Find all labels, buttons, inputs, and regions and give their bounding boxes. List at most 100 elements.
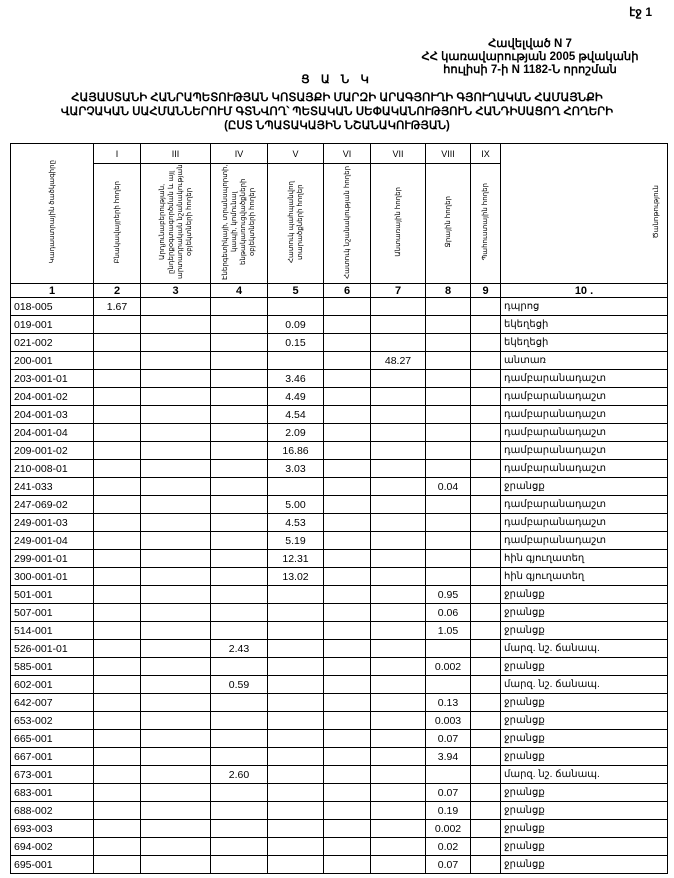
area-cell (323, 531, 371, 550)
area-cell (470, 783, 501, 802)
note-cell: հին գյուղատեղ (500, 549, 668, 568)
note-cell: մարզ. նշ. ճանապ. (500, 765, 668, 784)
cadastral-code-cell: 209-001-02 (10, 441, 94, 460)
cadastral-code-cell: 695-001 (10, 855, 94, 874)
area-cell (93, 513, 141, 532)
note-cell: դամբարանադաշտ (500, 423, 668, 442)
area-cell (470, 531, 501, 550)
area-cell (470, 387, 501, 406)
area-cell (370, 513, 426, 532)
area-cell (267, 729, 324, 748)
cadastral-code-cell: 653-002 (10, 711, 94, 730)
area-cell (470, 639, 501, 658)
table-row: 602-001 0.59 մարզ. նշ. ճանապ. (10, 675, 668, 694)
area-cell (140, 603, 211, 622)
cadastral-code-cell: 247-069-02 (10, 495, 94, 514)
table-row: 683-001 0.07 ջրանցք (10, 783, 668, 802)
note-cell: դամբարանադաշտ (500, 405, 668, 424)
area-cell (370, 495, 426, 514)
area-cell (425, 459, 471, 478)
area-cell: 0.09 (267, 315, 324, 334)
area-cell: 0.59 (210, 675, 268, 694)
area-cell (267, 801, 324, 820)
area-cell (210, 657, 268, 676)
area-cell: 5.19 (267, 531, 324, 550)
area-cell (470, 477, 501, 496)
cadastral-code-cell: 501-001 (10, 585, 94, 604)
area-cell (210, 441, 268, 460)
note-cell: ջրանցք (500, 855, 668, 874)
cadastral-code-cell: 514-001 (10, 621, 94, 640)
table-row: 249-001-03 4.53 դամբարանադաշտ (10, 513, 668, 532)
title-line: ՀԱՅԱՍՏԱՆԻ ՀԱՆՐԱՊԵՏՈՒԹՅԱՆ ԿՈՏԱՅՔԻ ՄԱՐԶԻ Ա… (71, 92, 603, 104)
note-cell: ջրանցք (500, 603, 668, 622)
note-cell: ջրանցք (500, 783, 668, 802)
area-cell (140, 315, 211, 334)
area-cell (425, 567, 471, 586)
area-cell (470, 495, 501, 514)
area-cell (140, 387, 211, 406)
area-cell (140, 621, 211, 640)
area-cell (267, 819, 324, 838)
area-cell (370, 621, 426, 640)
page-number: էջ 1 (629, 5, 652, 19)
area-cell (370, 567, 426, 586)
area-cell (210, 423, 268, 442)
note-cell: դամբարանադաշտ (500, 513, 668, 532)
area-cell (210, 711, 268, 730)
table-row: 249-001-04 5.19 դամբարանադաշտ (10, 531, 668, 550)
area-cell (140, 729, 211, 748)
area-cell (93, 837, 141, 856)
column-header: Պահուստային հողեր (470, 163, 501, 284)
table-row: 688-002 0.19 ջրանցք (10, 801, 668, 820)
area-cell (370, 369, 426, 388)
area-cell (93, 783, 141, 802)
table-row: 693-003 0.002 ջրանցք (10, 819, 668, 838)
table-row: 204-001-02 4.49 դամբարանադաշտ (10, 387, 668, 406)
area-cell: 0.002 (425, 657, 471, 676)
area-cell (425, 351, 471, 370)
area-cell (370, 801, 426, 820)
area-cell (470, 801, 501, 820)
area-cell: 0.07 (425, 855, 471, 874)
table-row: 585-001 0.002 ջրանցք (10, 657, 668, 676)
area-cell (470, 837, 501, 856)
area-cell (323, 423, 371, 442)
cadastral-code-cell: 602-001 (10, 675, 94, 694)
area-cell (210, 603, 268, 622)
area-cell (370, 531, 426, 550)
appendix-line: Հավելված N 7 (488, 38, 572, 50)
column-header: Անտառային հողեր (370, 163, 426, 284)
note-cell: ջրանցք (500, 837, 668, 856)
column-header-label: Պահուստային հողեր (482, 183, 489, 261)
column-category-number: VIII (425, 143, 471, 164)
cadastral-code-cell: 249-001-04 (10, 531, 94, 550)
area-cell (210, 369, 268, 388)
cadastral-code-cell: 249-001-03 (10, 513, 94, 532)
note-cell: ջրանցք (500, 657, 668, 676)
area-cell (323, 405, 371, 424)
area-cell (370, 819, 426, 838)
area-cell (93, 801, 141, 820)
area-cell: 12.31 (267, 549, 324, 568)
area-cell (93, 819, 141, 838)
area-cell (470, 747, 501, 766)
area-cell (210, 477, 268, 496)
area-cell (323, 459, 371, 478)
cadastral-code-cell: 507-001 (10, 603, 94, 622)
area-cell (470, 513, 501, 532)
area-cell (140, 765, 211, 784)
area-cell (323, 369, 371, 388)
note-cell: եկեղեցի (500, 333, 668, 352)
area-cell (470, 423, 501, 442)
area-cell (470, 297, 501, 316)
area-cell (323, 603, 371, 622)
cadastral-code-cell: 694-002 (10, 837, 94, 856)
area-cell (370, 405, 426, 424)
area-cell: 0.07 (425, 783, 471, 802)
area-cell (267, 783, 324, 802)
area-cell: 48.27 (370, 351, 426, 370)
area-cell (93, 765, 141, 784)
column-header: Արդյունաբերության, ընդերքօգտագործման և ա… (140, 163, 211, 284)
area-cell (267, 711, 324, 730)
